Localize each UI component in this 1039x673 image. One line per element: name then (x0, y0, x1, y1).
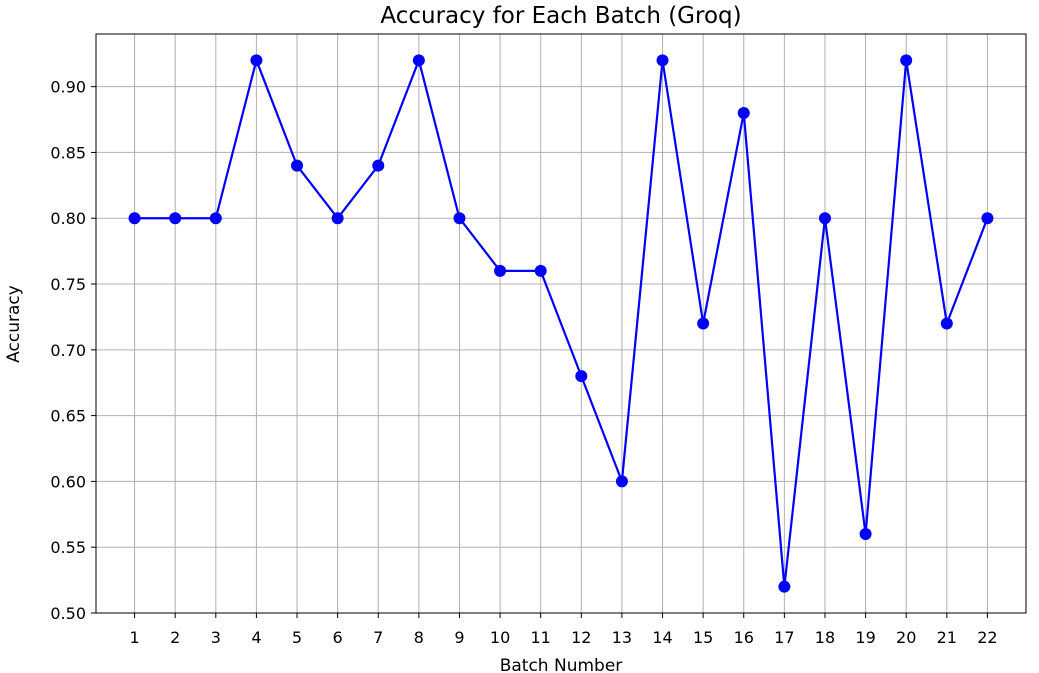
y-tick-label: 0.70 (50, 341, 86, 360)
y-tick-label: 0.90 (50, 78, 86, 97)
x-tick-label: 8 (414, 628, 424, 647)
x-axis-label: Batch Number (500, 656, 623, 673)
x-tick-label: 15 (693, 628, 713, 647)
y-tick-label: 0.85 (50, 143, 86, 162)
x-tick-label: 3 (211, 628, 221, 647)
data-point (291, 159, 304, 172)
data-point (575, 370, 588, 383)
data-point (656, 54, 669, 67)
data-point (981, 212, 994, 225)
x-tick-label: 12 (571, 628, 591, 647)
data-point (372, 159, 385, 172)
x-tick-label: 10 (490, 628, 510, 647)
x-tick-label: 19 (855, 628, 875, 647)
data-point (250, 54, 263, 67)
x-tick-label: 4 (251, 628, 261, 647)
y-tick-label: 0.80 (50, 209, 86, 228)
x-tick-label: 1 (129, 628, 139, 647)
data-point (818, 212, 831, 225)
x-tick-label: 20 (896, 628, 916, 647)
data-point (412, 54, 425, 67)
plot-area-frame (95, 33, 1027, 614)
data-point (128, 212, 141, 225)
y-axis-label: Accuracy (4, 285, 24, 363)
chart-title: Accuracy for Each Batch (Groq) (380, 3, 741, 29)
data-point (209, 212, 222, 225)
series-layer (128, 54, 994, 593)
x-tick-label: 18 (815, 628, 835, 647)
data-point (737, 106, 750, 119)
data-point (169, 212, 182, 225)
y-tick-label: 0.75 (50, 275, 86, 294)
data-point (778, 580, 791, 593)
x-tick-label: 21 (937, 628, 957, 647)
x-tick-label: 11 (531, 628, 551, 647)
x-tick-label: 14 (652, 628, 672, 647)
data-point (615, 475, 628, 488)
y-tick-label: 0.60 (50, 472, 86, 491)
data-point (331, 212, 344, 225)
data-point (697, 317, 710, 330)
x-tick-label: 5 (292, 628, 302, 647)
grid-lines (96, 34, 1026, 614)
series-line (134, 59, 989, 588)
data-point (859, 528, 872, 541)
y-tick-label: 0.65 (50, 407, 86, 426)
x-tick-label: 7 (373, 628, 383, 647)
x-tick-label: 17 (774, 628, 794, 647)
data-point (453, 212, 466, 225)
x-tick-label: 16 (734, 628, 754, 647)
data-point (534, 264, 547, 277)
data-point (900, 54, 913, 67)
data-point (494, 264, 507, 277)
axis-ticks: 1 2 3 4 5 6 7 8 9 10 11 12 13 14 15 16 17 18 19 20 21 220.500… (50, 78, 997, 647)
x-tick-label: 13 (612, 628, 632, 647)
x-tick-label: 22 (977, 628, 997, 647)
x-tick-label: 2 (170, 628, 180, 647)
y-tick-label: 0.55 (50, 538, 86, 557)
data-point (940, 317, 953, 330)
x-tick-label: 9 (454, 628, 464, 647)
y-tick-label: 0.50 (50, 604, 86, 623)
x-tick-label: 6 (333, 628, 343, 647)
